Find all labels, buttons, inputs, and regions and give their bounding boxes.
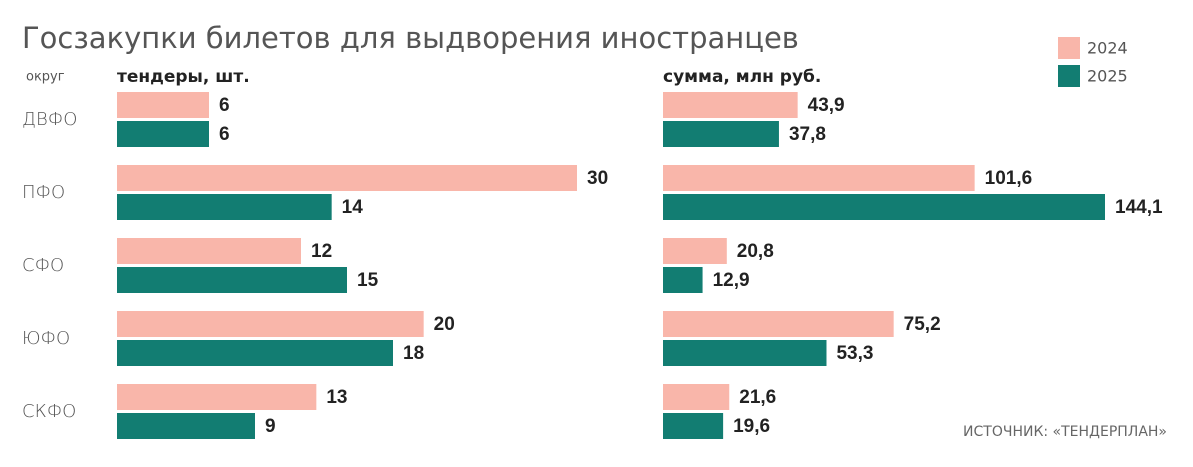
- value-label: 75,2: [904, 314, 941, 335]
- value-label: 15: [357, 270, 379, 291]
- bar: [663, 413, 724, 439]
- bar: [663, 384, 730, 410]
- legend-swatch: [1058, 65, 1080, 87]
- source: ИСТОЧНИК: «ТЕНДЕРПЛАН»: [963, 424, 1167, 440]
- value-label: 43,9: [808, 95, 845, 116]
- value-label: 20: [434, 314, 455, 335]
- category-label: ДВФО: [22, 109, 77, 130]
- value-label: 101,6: [985, 168, 1033, 189]
- bar: [663, 194, 1105, 220]
- value-label: 30: [587, 168, 608, 189]
- value-label: 14: [342, 197, 364, 218]
- category-label: СФО: [22, 255, 64, 276]
- category-label: ПФО: [22, 182, 65, 203]
- value-label: 20,8: [737, 241, 774, 262]
- value-label: 53,3: [836, 343, 873, 364]
- bar: [663, 92, 798, 118]
- value-label: 19,6: [733, 416, 770, 437]
- value-label: 12,9: [713, 270, 750, 291]
- bar: [117, 165, 577, 191]
- chart-title: Госзакупки билетов для выдворения иностр…: [22, 21, 799, 55]
- bar: [117, 413, 255, 439]
- bar: [663, 267, 703, 293]
- category-label: округ: [26, 70, 65, 85]
- bar: [663, 238, 727, 264]
- bar: [663, 121, 779, 147]
- value-label: 144,1: [1115, 197, 1163, 218]
- bar: [663, 165, 975, 191]
- value-label: 37,8: [789, 124, 826, 145]
- value-label: 13: [326, 387, 347, 408]
- legend-label: 2024: [1087, 39, 1128, 58]
- value-label: 9: [265, 416, 276, 437]
- bar: [117, 121, 209, 147]
- value-label: 21,6: [739, 387, 776, 408]
- bar: [663, 311, 894, 337]
- bar: [117, 340, 393, 366]
- bar: [117, 92, 209, 118]
- legend-label: 2025: [1087, 67, 1128, 86]
- value-label: 6: [219, 124, 230, 145]
- category-label: ЮФО: [22, 328, 70, 349]
- bar: [117, 311, 424, 337]
- category-label: СКФО: [22, 401, 76, 422]
- bar: [117, 238, 301, 264]
- bar: [663, 340, 827, 366]
- value-label: 18: [403, 343, 424, 364]
- bar: [117, 194, 332, 220]
- value-label: 6: [219, 95, 230, 116]
- value-label: 12: [311, 241, 332, 262]
- legend-swatch: [1058, 37, 1080, 59]
- bar: [117, 384, 317, 410]
- panel-subtitle: тендеры, шт.: [117, 67, 250, 87]
- panel-subtitle: сумма, млн руб.: [663, 67, 821, 87]
- bar: [117, 267, 347, 293]
